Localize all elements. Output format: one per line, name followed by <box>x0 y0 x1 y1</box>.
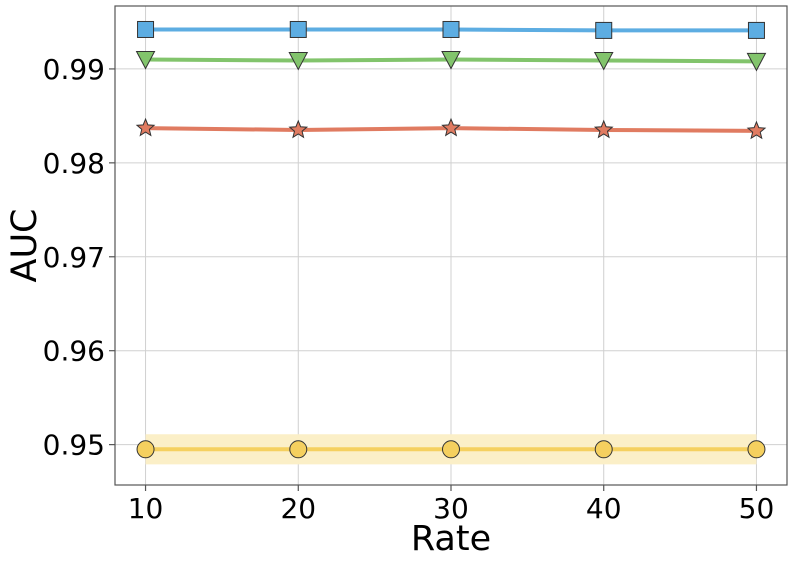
x-tick-label: 30 <box>433 492 469 525</box>
star-marker <box>441 117 461 137</box>
circle-marker <box>747 440 766 459</box>
circle-marker <box>594 440 613 459</box>
star-marker <box>746 120 767 140</box>
y-tick-label: 0.98 <box>43 147 105 180</box>
x-tick-label: 10 <box>128 492 164 525</box>
axis-ticks: 10 20 30 40 50 0.95 0.96 0.97 0.98 0.99 <box>43 53 775 525</box>
series-markers <box>135 20 767 459</box>
y-tick-label: 0.97 <box>43 241 105 274</box>
y-axis-title: AUC <box>5 209 45 283</box>
triangle-marker <box>135 51 156 70</box>
star-marker <box>288 119 309 139</box>
triangle-marker <box>441 51 461 70</box>
square-marker <box>289 20 307 38</box>
x-tick-label: 40 <box>586 492 622 525</box>
square-marker <box>442 20 460 38</box>
y-tick-label: 0.96 <box>43 335 105 368</box>
y-tick-label: 0.95 <box>43 429 105 462</box>
x-axis-title: Rate <box>411 519 491 559</box>
square-marker <box>595 21 613 39</box>
triangle-marker <box>746 52 767 72</box>
star-marker <box>593 119 614 139</box>
x-tick-label: 50 <box>739 492 775 525</box>
y-tick-label: 0.99 <box>43 53 105 86</box>
square-marker <box>137 20 155 38</box>
square-marker <box>747 21 765 39</box>
circle-marker <box>442 440 460 459</box>
triangle-marker <box>593 51 614 71</box>
circle-marker <box>136 440 155 459</box>
star-marker <box>135 117 156 137</box>
x-tick-label: 20 <box>280 492 316 525</box>
triangle-marker <box>288 51 309 71</box>
circle-marker <box>289 440 308 459</box>
